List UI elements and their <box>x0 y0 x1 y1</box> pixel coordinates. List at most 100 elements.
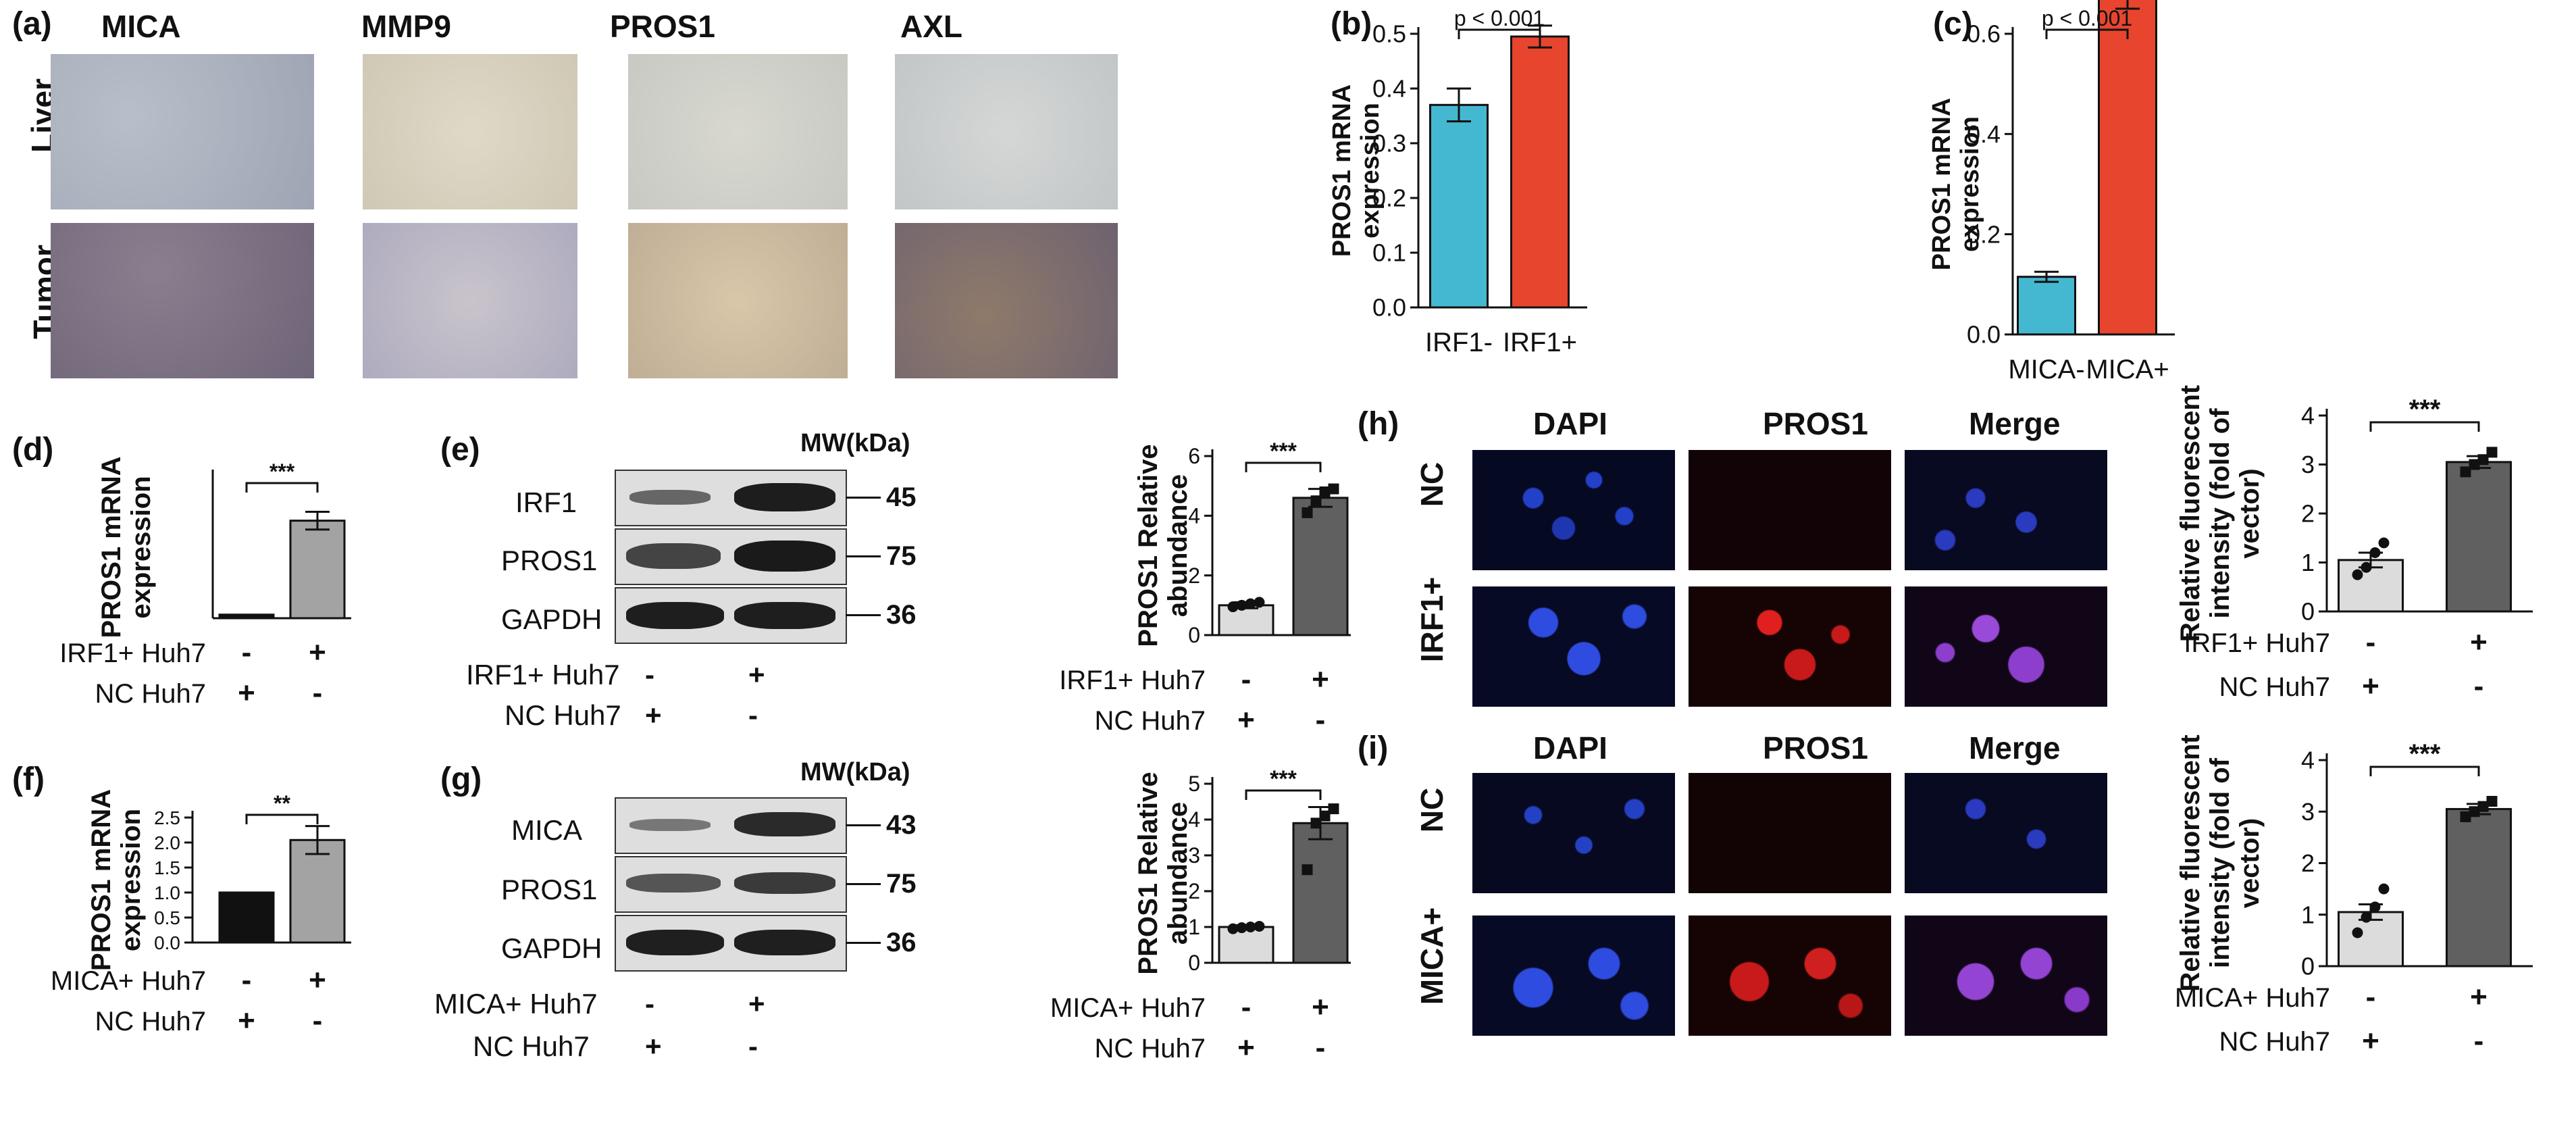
data-point-h-1-2 <box>2477 454 2489 466</box>
significance-bracket-i <box>2369 766 2480 776</box>
ihc-image-tumor-mica <box>51 223 314 378</box>
panel-label-i: (i) <box>1358 730 1389 766</box>
data-point-i-0-3 <box>2378 883 2390 895</box>
data-point-i-0-2 <box>2369 901 2381 913</box>
significance-bracket-e <box>1245 461 1322 472</box>
wb-g-mw-value-75: 75 <box>886 869 917 899</box>
y-axis-label-e: PROS1 Relativeabundance <box>1133 444 1193 647</box>
y-axis-label-g: PROS1 Relativeabundance <box>1133 772 1193 974</box>
condition-value-h-1-1: - <box>2474 670 2484 703</box>
bar-d-1 <box>289 520 346 620</box>
y-tick-label-c-3: 0.6 <box>1967 20 2001 48</box>
panel-label-e: (e) <box>440 432 480 468</box>
chart-i: 0 1 2 3 4 *** Relative fluorescentintensity (f… <box>2175 734 2533 1057</box>
bar-h-1 <box>2446 461 2512 613</box>
if-i-row-label-mica: MICA+ <box>1414 907 1449 1005</box>
y-tick-label-g-2: 2 <box>1188 879 1200 903</box>
data-point-i-1-2 <box>2477 801 2489 812</box>
wb-e-condition-2-lane2: - <box>748 699 758 731</box>
condition-label-i-0: MICA+ Huh7 <box>2175 983 2330 1013</box>
bar-b-0 <box>1429 103 1489 309</box>
if-h-image-nc-merge <box>1905 450 2107 570</box>
y-axis-label-line-e-0: PROS1 Relative <box>1133 444 1163 647</box>
y-tick-label-b-4: 0.4 <box>1372 75 1406 103</box>
condition-value-h-0-1: + <box>2470 626 2488 659</box>
y-tick-label-i-0: 0 <box>2301 953 2315 980</box>
if-i-image-mica-merge <box>1905 915 2107 1036</box>
significance-annotation-d: *** <box>269 459 295 484</box>
wb-g-condition-2-lane2: - <box>748 1030 758 1062</box>
ihc-image-tumor-pros1 <box>628 223 848 378</box>
y-axis-label-f: PROS1 mRNAexpression <box>86 789 146 971</box>
ihc-image-liver-axl <box>895 54 1118 209</box>
y-tick-label-c-2: 0.4 <box>1967 120 2001 148</box>
wb-g-blot-pros1 <box>615 856 847 913</box>
data-point-i-0-0 <box>2352 927 2363 938</box>
wb-g-blot-gapdh <box>615 915 847 972</box>
wb-g-band-pros1-lane2 <box>734 872 835 894</box>
significance-bracket-f <box>245 813 319 824</box>
condition-value-f-1-0: + <box>238 1004 255 1037</box>
y-axis-label-line-i-1: intensity (fold of <box>2205 757 2235 968</box>
if-i-image-nc-merge <box>1905 773 2107 893</box>
condition-value-g-1-0: + <box>1237 1031 1255 1064</box>
bar-g-0 <box>1218 926 1274 964</box>
data-point-e-0-1 <box>1236 599 1247 611</box>
significance-annotation-g: *** <box>1270 766 1297 792</box>
if-i-image-nc-dapi <box>1472 773 1675 893</box>
y-tick-label-f-3: 1.5 <box>154 857 180 878</box>
condition-value-e-0-0: - <box>1241 663 1252 696</box>
condition-value-f-0-0: - <box>242 963 252 997</box>
y-axis-label-line-b-0: PROS1 mRNA <box>1328 84 1356 257</box>
y-axis-label-line-h-2: vector) <box>2235 468 2265 558</box>
y-tick-label-i-4: 4 <box>2301 747 2315 774</box>
y-tick-label-h-3: 3 <box>2301 451 2315 478</box>
data-point-i-1-1 <box>2469 806 2480 818</box>
data-point-g-1-1 <box>1310 818 1322 829</box>
bar-e-0 <box>1218 604 1274 636</box>
data-point-e-0-3 <box>1254 597 1265 608</box>
condition-label-h-0: IRF1+ Huh7 <box>2184 628 2330 658</box>
data-point-h-0-3 <box>2378 537 2390 549</box>
ihc-col-header-pros1: PROS1 <box>610 9 715 44</box>
wb-e-band-gapdh-lane1 <box>626 602 724 629</box>
wb-g-condition-1-lane2: + <box>748 988 765 1020</box>
wb-g-mw-header: MW(kDa) <box>800 758 910 786</box>
y-axis-label-line-b-1: expression <box>1356 103 1385 239</box>
wb-e-band-irf1-lane2 <box>734 483 835 511</box>
wb-g-mw-tick-36 <box>846 942 881 944</box>
wb-g-condition-2-lane1: + <box>645 1030 662 1062</box>
if-h-col-header-merge: Merge <box>1969 406 2061 441</box>
significance-annotation-f: ** <box>274 791 290 816</box>
wb-e-row-label-pros1: PROS1 <box>501 545 598 576</box>
y-tick-label-g-4: 4 <box>1188 807 1200 832</box>
significance-annotation-i: *** <box>2409 739 2441 769</box>
if-i-image-nc-pros1 <box>1689 773 1891 893</box>
wb-e-condition-1-lane1: - <box>645 659 654 691</box>
y-axis-label-line-i-0: Relative fluorescent <box>2175 734 2205 991</box>
condition-label-f-1: NC Huh7 <box>95 1007 206 1036</box>
wb-g-condition-label-2: NC Huh7 <box>473 1030 590 1062</box>
wb-e-mw-value-45: 45 <box>886 482 917 512</box>
condition-value-d-1-0: + <box>238 676 255 709</box>
wb-e-mw-tick-75 <box>846 555 881 557</box>
y-tick-label-e-0: 0 <box>1188 623 1200 647</box>
y-axis-label-text-f: PROS1 mRNAexpression <box>86 789 146 971</box>
chart-f: 0.0 0.5 1.0 1.5 2.0 2.5 ** PROS1 mRNAexpression… <box>51 789 351 1037</box>
y-axis-label-text-b: PROS1 mRNAexpression <box>1328 84 1385 257</box>
data-point-g-0-0 <box>1227 923 1239 934</box>
significance-annotation-e: *** <box>1270 438 1297 464</box>
y-tick-label-f-2: 1.0 <box>154 882 180 903</box>
y-tick-label-e-2: 4 <box>1188 504 1200 528</box>
y-tick-label-f-0: 0.0 <box>154 932 180 953</box>
data-point-h-0-2 <box>2369 547 2381 558</box>
y-axis-label-line-h-1: intensity (fold of <box>2205 408 2235 619</box>
panel-label-d: (d) <box>12 432 54 468</box>
ihc-image-liver-mica <box>51 54 314 209</box>
if-h-col-header-dapi: DAPI <box>1533 406 1607 441</box>
if-h-image-irf1-dapi <box>1472 586 1675 707</box>
y-tick-label-g-5: 5 <box>1188 772 1200 796</box>
data-point-h-0-1 <box>2361 561 2372 573</box>
bar-e-1 <box>1292 497 1349 636</box>
wb-g-band-gapdh-lane1 <box>626 930 724 955</box>
